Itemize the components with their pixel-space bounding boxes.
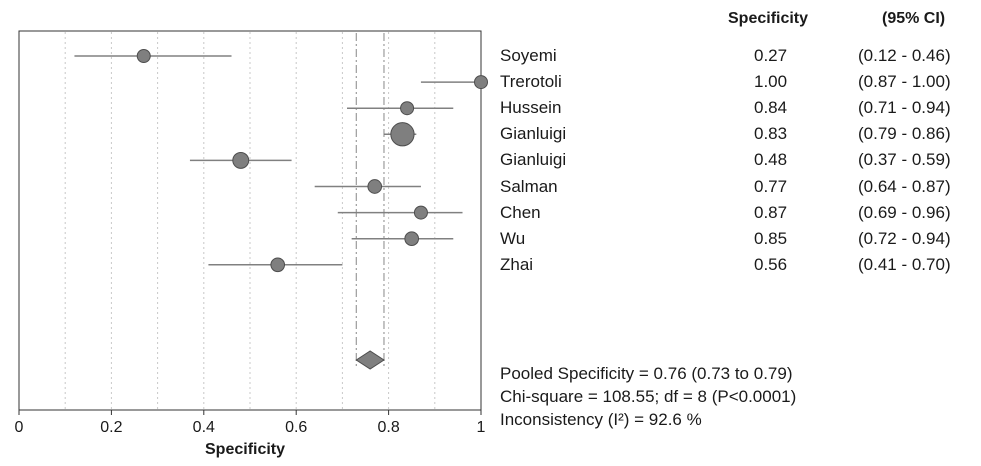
study-estimate-5: 0.77: [754, 176, 788, 196]
study-ci-6: (0.69 - 0.96): [858, 202, 951, 222]
study-ci-8: (0.41 - 0.70): [858, 254, 951, 274]
study-ci-5: (0.64 - 0.87): [858, 176, 951, 196]
study-estimate-3: 0.83: [754, 124, 788, 144]
study-estimate-8: 0.56: [754, 254, 788, 274]
point-marker-2: [400, 101, 415, 116]
plot-frame: [18, 30, 482, 411]
study-name-1: Trerotoli: [500, 72, 562, 92]
study-name-8: Zhai: [500, 254, 534, 274]
point-marker-3: [390, 122, 415, 147]
study-name-3: Gianluigi: [500, 124, 567, 144]
x-axis-title: Specificity: [205, 441, 286, 458]
study-estimate-0: 0.27: [754, 46, 788, 65]
study-name-0: Soyemi: [500, 46, 557, 65]
x-tick-label-4: 0.8: [377, 419, 399, 436]
study-name-4: Gianluigi: [500, 150, 567, 170]
study-name-2: Hussein: [500, 98, 562, 118]
study-ci-3: (0.79 - 0.86): [858, 124, 951, 144]
study-ci-1: (0.87 - 1.00): [858, 72, 951, 92]
point-marker-1: [474, 75, 488, 90]
study-ci-0: (0.12 - 0.46): [858, 46, 951, 65]
study-name-6: Chen: [500, 202, 541, 222]
study-estimate-7: 0.85: [754, 228, 788, 248]
study-ci-7: (0.72 - 0.94): [858, 228, 951, 248]
summary-chi-square: Chi-square = 108.55; df = 8 (P<0.0001): [500, 387, 797, 406]
point-marker-0: [136, 49, 151, 63]
point-marker-7: [404, 231, 420, 247]
study-estimate-4: 0.48: [754, 150, 788, 170]
x-tick-label-2: 0.4: [193, 419, 215, 436]
study-estimate-1: 1.00: [754, 72, 788, 92]
study-name-5: Salman: [500, 176, 558, 196]
point-marker-5: [367, 179, 383, 194]
x-tick-label-0: 0: [15, 419, 24, 436]
point-marker-8: [270, 257, 286, 273]
study-ci-2: (0.71 - 0.94): [858, 98, 951, 118]
header-estimate: Specificity: [728, 10, 809, 27]
point-marker-4: [232, 151, 250, 169]
summary-pooled: Pooled Specificity = 0.76 (0.73 to 0.79): [500, 364, 793, 383]
x-tick-label-3: 0.6: [285, 419, 307, 436]
x-tick-label-1: 0.2: [100, 419, 122, 436]
study-estimate-6: 0.87: [754, 202, 788, 222]
study-ci-4: (0.37 - 0.59): [858, 150, 951, 170]
summary-inconsistency: Inconsistency (I²) = 92.6 %: [500, 410, 702, 429]
point-marker-6: [413, 205, 428, 220]
x-tick-label-5: 1: [477, 419, 486, 436]
study-name-7: Wu: [500, 228, 526, 248]
pooled-diamond: [355, 350, 385, 370]
header-ci: (95% CI): [882, 10, 946, 27]
study-estimate-2: 0.84: [754, 98, 788, 118]
